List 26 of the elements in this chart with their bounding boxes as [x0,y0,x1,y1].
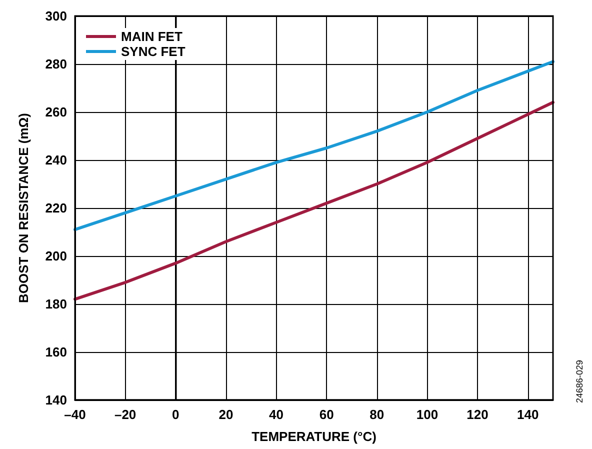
y-tick-label: 140 [45,392,67,408]
x-tick-label: 40 [269,407,284,422]
y-tick-label: 180 [45,296,67,312]
line-series [74,60,554,232]
y-tick-label: 300 [45,8,67,24]
legend-label: MAIN FET [121,29,182,44]
x-tick-label: 0 [172,407,180,422]
line-series [74,100,554,301]
text: 24686-029 [574,360,584,404]
y-tick-label: 160 [45,344,67,360]
x-tick-label: 140 [516,407,539,422]
y-tick-label: 260 [45,104,67,120]
y-tick-label: 240 [45,152,67,168]
x-tick-label: 20 [218,407,234,422]
y-axis-title: BOOST ON RESISTANCE (mΩ) [16,112,31,304]
x-tick-label: –20 [114,407,136,422]
legend-label: SYNC FET [121,44,186,59]
x-axis-title: TEMPERATURE (°C) [252,429,376,444]
y-tick-label: 200 [45,248,67,264]
y-tick-label: 280 [45,56,67,72]
x-tick-label: 120 [466,407,488,422]
y-tick-label: 220 [45,200,67,216]
x-tick-label: 60 [319,407,334,422]
x-tick-label: 80 [370,407,384,422]
x-tick-label: –40 [64,407,86,422]
x-tick-label: 100 [416,407,438,422]
